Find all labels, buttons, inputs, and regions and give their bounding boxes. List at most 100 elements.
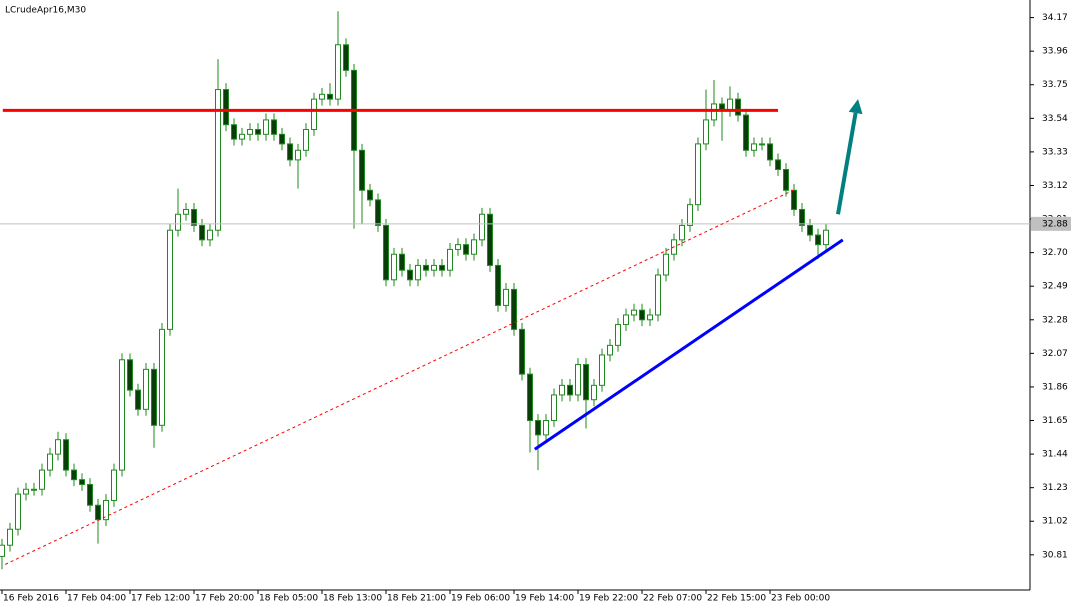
arrow-head <box>848 99 863 115</box>
candle-body <box>399 253 405 271</box>
candle-body <box>663 253 669 276</box>
y-tick-label: 32.49 <box>1042 282 1068 292</box>
candle-body <box>119 359 125 471</box>
candle-body <box>479 213 485 241</box>
x-tick-label: 18 Feb 21:00 <box>387 594 446 604</box>
y-tick-label: 31.02 <box>1042 517 1068 527</box>
y-tick-label: 34.17 <box>1042 13 1068 23</box>
candle-body <box>327 93 333 100</box>
x-tick-label: 19 Feb 14:00 <box>515 594 574 604</box>
y-tick-label: 33.54 <box>1042 114 1068 124</box>
candle-body <box>15 493 21 530</box>
candle-body <box>615 324 621 346</box>
candle-body <box>439 264 445 271</box>
candle-body <box>647 314 653 321</box>
x-tick-label: 19 Feb 06:00 <box>451 594 510 604</box>
candle-body <box>0 544 5 557</box>
candle-body <box>263 119 269 135</box>
candle-body <box>623 314 629 326</box>
candle-body <box>247 129 253 135</box>
candle-body <box>167 229 173 330</box>
candle-body <box>303 129 309 151</box>
candle-body <box>407 269 413 281</box>
candle-body <box>567 384 573 396</box>
x-tick-label: 18 Feb 13:00 <box>323 594 382 604</box>
candle-body <box>519 328 525 375</box>
candle-body <box>807 224 813 236</box>
current-price-box <box>1031 216 1071 231</box>
x-tick-label: 22 Feb 15:00 <box>707 594 766 604</box>
candle-body <box>367 189 373 201</box>
candle-body <box>31 488 37 491</box>
candle-body <box>311 98 317 131</box>
candle-body <box>383 224 389 281</box>
candle-body <box>631 309 637 316</box>
candle-body <box>271 119 277 135</box>
candle-body <box>799 208 805 226</box>
candle-body <box>391 253 397 281</box>
candle-body <box>607 344 613 356</box>
candle-body <box>687 204 693 226</box>
candle-body <box>583 364 589 401</box>
candle-body <box>575 364 581 396</box>
candle-body <box>39 469 45 490</box>
candle-body <box>63 439 69 471</box>
candle-body <box>255 129 261 135</box>
y-tick-label: 31.23 <box>1042 483 1068 493</box>
candle-body <box>679 224 685 241</box>
x-tick-label: 23 Feb 00:00 <box>771 594 830 604</box>
y-tick-label: 33.33 <box>1042 147 1068 157</box>
x-tick-label: 17 Feb 04:00 <box>67 594 126 604</box>
candle-body <box>231 124 237 140</box>
y-tick-label: 32.28 <box>1042 315 1068 325</box>
x-tick-label: 17 Feb 12:00 <box>131 594 190 604</box>
candle-body <box>135 389 141 410</box>
x-tick-label: 22 Feb 07:00 <box>643 594 702 604</box>
candle-body <box>79 479 85 485</box>
chart-title: LCrudeApr16,M30 <box>5 6 86 16</box>
candle-body <box>751 143 757 151</box>
candle-body <box>767 143 773 161</box>
candle-body <box>487 213 493 266</box>
candle-body <box>815 234 821 246</box>
candle-body <box>527 373 533 422</box>
candle-body <box>223 89 229 126</box>
candle-body <box>495 264 501 306</box>
candle-body <box>639 309 645 321</box>
x-tick-label: 18 Feb 05:00 <box>259 594 318 604</box>
candle-body <box>103 499 109 521</box>
candle-body <box>743 114 749 151</box>
candle-body <box>295 149 301 161</box>
candle-body <box>711 103 717 121</box>
candle-body <box>447 248 453 271</box>
candle-body <box>55 439 61 455</box>
candle-body <box>455 244 461 250</box>
candle-body <box>175 213 181 231</box>
candle-body <box>7 528 13 546</box>
candle-body <box>343 44 349 71</box>
candle-body <box>95 504 101 521</box>
candle-body <box>759 143 765 146</box>
candle-body <box>71 469 77 481</box>
y-tick-label: 31.65 <box>1042 416 1068 426</box>
candle-body <box>191 208 197 226</box>
candle-body <box>359 149 365 191</box>
candle-body <box>559 384 565 396</box>
trend-line <box>533 238 844 451</box>
y-tick-label: 33.75 <box>1042 80 1068 90</box>
candle-body <box>23 488 29 495</box>
x-tick-label: 19 Feb 22:00 <box>579 594 638 604</box>
candle-body <box>127 359 133 391</box>
trend-line <box>4 189 794 565</box>
candle-body <box>319 93 325 100</box>
current-price-label: 32.88 <box>1042 219 1068 229</box>
candle-body <box>87 483 93 506</box>
y-tick-label: 32.70 <box>1042 248 1068 258</box>
candle-body <box>823 229 829 246</box>
y-tick-label: 32.07 <box>1042 349 1068 359</box>
candle-body <box>159 328 165 426</box>
x-tick-label: 16 Feb 2016 <box>3 594 59 604</box>
y-tick-label: 31.44 <box>1042 450 1068 460</box>
candle-body <box>415 264 421 281</box>
candle-body <box>215 89 221 231</box>
